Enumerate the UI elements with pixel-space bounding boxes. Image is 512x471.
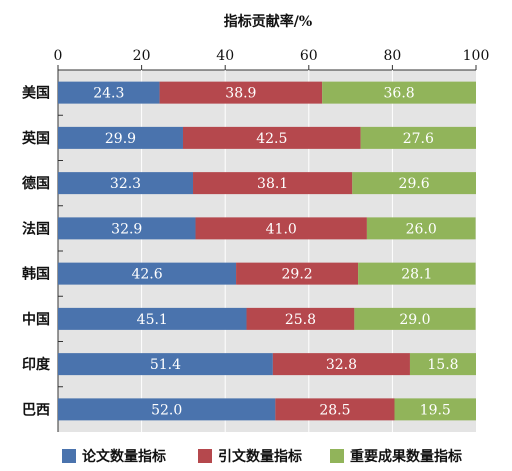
category-label: 法国 xyxy=(22,220,50,237)
bar-segment xyxy=(236,262,359,285)
bar-segment xyxy=(159,81,323,104)
x-axis-title: 指标贡献率/% xyxy=(224,13,312,30)
data-label: 19.5 xyxy=(420,402,451,418)
data-label: 38.9 xyxy=(225,86,256,102)
data-label: 51.4 xyxy=(150,357,181,373)
data-label: 42.5 xyxy=(256,131,287,147)
data-label: 28.5 xyxy=(319,402,350,418)
x-tick-label: 20 xyxy=(133,48,151,64)
bar-segment xyxy=(360,126,476,149)
x-tick-label: 100 xyxy=(463,48,490,64)
bar-segment xyxy=(58,307,247,330)
data-label: 29.6 xyxy=(399,176,430,192)
bar-segment xyxy=(58,126,183,149)
x-tick-label: 80 xyxy=(383,48,401,64)
legend-label: 重要成果数量指标 xyxy=(350,448,462,465)
data-label: 29.9 xyxy=(105,131,136,147)
legend-swatch xyxy=(198,449,212,463)
data-label: 27.6 xyxy=(403,131,434,147)
bar-segment xyxy=(394,398,476,421)
category-label: 英国 xyxy=(21,130,50,147)
data-label: 41.0 xyxy=(266,221,297,237)
category-label: 巴西 xyxy=(22,402,50,418)
bar-segment xyxy=(409,353,476,376)
category-label: 美国 xyxy=(22,85,50,102)
bar-segment xyxy=(246,307,355,330)
data-label: 29.2 xyxy=(282,267,313,283)
data-label: 32.9 xyxy=(111,221,142,237)
x-tick-label: 60 xyxy=(300,48,318,64)
data-label: 25.8 xyxy=(285,312,316,328)
bar-segment xyxy=(58,81,160,104)
bar-segment xyxy=(58,353,273,376)
plot-background xyxy=(58,70,476,432)
data-label: 24.3 xyxy=(93,86,124,102)
legend-swatch xyxy=(62,449,76,463)
bar-segment xyxy=(352,172,476,195)
data-label: 15.8 xyxy=(427,357,458,373)
bar-segment xyxy=(58,398,276,421)
bar-segment xyxy=(272,353,410,376)
legend: 论文数量指标 引文数量指标 重要成果数量指标 xyxy=(62,448,462,465)
bar-segment xyxy=(358,262,476,285)
data-label: 32.8 xyxy=(326,357,357,373)
legend-label: 引文数量指标 xyxy=(218,448,302,465)
bar-segment xyxy=(195,217,367,240)
data-label: 28.1 xyxy=(401,267,432,283)
bar-segment xyxy=(58,262,237,285)
x-axis-ticks: 0 20 40 60 80 100 xyxy=(54,48,490,70)
bar-segment xyxy=(354,307,476,330)
x-tick-label: 40 xyxy=(216,48,234,64)
bar-segment xyxy=(182,126,361,149)
data-label: 38.1 xyxy=(257,176,288,192)
bar-segment xyxy=(275,398,395,421)
bars: 24.3 38.9 36.8 29.9 42.5 27.6 32.3 38.1 29.6 32.9… xyxy=(58,81,476,421)
x-tick-label: 0 xyxy=(54,48,63,64)
data-label: 45.1 xyxy=(137,312,168,328)
data-label: 52.0 xyxy=(151,402,182,418)
data-label: 42.6 xyxy=(131,267,162,283)
bar-segment xyxy=(366,217,476,240)
data-label: 26.0 xyxy=(406,221,437,237)
bar-segment xyxy=(322,81,476,104)
bar-segment xyxy=(58,172,194,195)
data-label: 29.0 xyxy=(399,312,430,328)
category-label: 德国 xyxy=(22,175,50,192)
legend-label: 论文数量指标 xyxy=(82,448,166,465)
data-label: 36.8 xyxy=(384,86,415,102)
legend-swatch xyxy=(330,449,344,463)
category-label: 中国 xyxy=(22,311,50,328)
data-label: 32.3 xyxy=(110,176,141,192)
category-label: 印度 xyxy=(22,356,51,373)
bar-segment xyxy=(193,172,353,195)
bar-segment xyxy=(58,217,196,240)
category-label: 韩国 xyxy=(22,266,50,283)
